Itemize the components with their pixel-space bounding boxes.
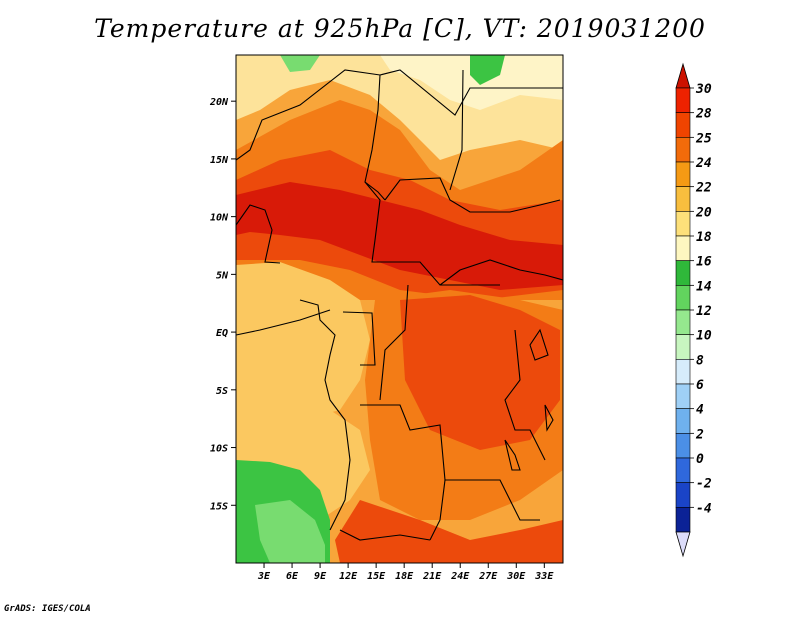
colorbar-segment <box>675 408 691 434</box>
colorbar-bottom-arrow <box>675 531 691 558</box>
lat-tick-label: 5S <box>216 386 228 397</box>
colorbar-label: 25 <box>695 131 712 146</box>
lon-tick-label: 6E <box>286 571 299 582</box>
colorbar-segment <box>675 87 691 113</box>
colorbar-label: 16 <box>696 255 712 270</box>
colorbar-segment <box>675 482 691 508</box>
colorbar-label: 24 <box>695 156 712 171</box>
colorbar-label: -4 <box>696 501 712 516</box>
lon-tick-label: 3E <box>257 571 271 582</box>
colorbar-segment <box>675 457 691 483</box>
lon-tick-label: 24E <box>450 571 470 582</box>
colorbar-segment <box>675 137 691 163</box>
map-title: Temperature at 925hPa [C], VT: 201903120… <box>94 14 706 43</box>
colorbar-top-arrow <box>675 62 691 89</box>
colorbar-segment <box>675 433 691 459</box>
lat-tick-label: 5N <box>216 270 229 281</box>
colorbar-label: 8 <box>696 353 704 368</box>
lon-tick-label: 9E <box>314 571 327 582</box>
colorbar-segment <box>675 235 691 261</box>
lat-tick-label: EQ <box>216 328 228 339</box>
colorbar-segment <box>675 161 691 187</box>
colorbar-segment <box>675 285 691 311</box>
colorbar-label: 14 <box>696 279 712 294</box>
colorbar-segment <box>675 211 691 237</box>
grads-credit: GrADS: IGES/COLA <box>4 604 91 614</box>
colorbar-segment <box>675 359 691 385</box>
latitude-axis: 20N 15N 10N 5N EQ 5S 10S 15S <box>209 97 236 512</box>
field-southwest-light-green <box>255 500 325 563</box>
colorbar-label: 18 <box>696 230 712 245</box>
colorbar-label: 4 <box>696 403 704 418</box>
lon-tick-label: 21E <box>422 571 442 582</box>
field-north-green-2 <box>280 55 320 72</box>
lat-tick-label: 10S <box>210 444 228 455</box>
colorbar-label: 2 <box>695 427 704 442</box>
field-west-coast-light <box>236 262 370 420</box>
colorbar-segment <box>675 260 691 286</box>
colorbar-label: 22 <box>695 181 712 196</box>
colorbar-label: 28 <box>695 107 712 122</box>
field-north-green <box>470 55 505 85</box>
lon-tick-label: 30E <box>506 571 526 582</box>
map-frame <box>235 54 564 564</box>
colorbar-segment <box>675 186 691 212</box>
lat-tick-label: 10N <box>210 213 229 224</box>
field-north-cream <box>380 55 563 110</box>
colorbar-label: 10 <box>696 329 712 344</box>
country-boundaries <box>236 69 563 541</box>
lon-tick-label: 33E <box>534 571 554 582</box>
lon-tick-label: 15E <box>367 571 386 582</box>
longitude-axis: 3E 6E 9E 12E 15E 18E 21E 24E 27E 30E 33E <box>257 563 554 582</box>
lat-tick-label: 15S <box>210 501 228 512</box>
colorbar-label: 30 <box>695 82 712 97</box>
field-south-hot <box>335 500 563 563</box>
lon-tick-label: 27E <box>478 571 498 582</box>
colorbar-label: -2 <box>696 477 712 492</box>
colorbar-label: 20 <box>695 205 712 220</box>
colorbar-label: 6 <box>696 378 704 393</box>
lat-tick-label: 20N <box>209 97 229 108</box>
colorbar-segment <box>675 383 691 409</box>
lon-tick-label: 18E <box>395 571 414 582</box>
temperature-field <box>236 55 563 563</box>
field-central-hot <box>400 295 560 450</box>
colorbar-label: 12 <box>696 304 712 319</box>
colorbar-segment <box>675 112 691 138</box>
colorbar-segment <box>675 309 691 335</box>
colorbar-label: 0 <box>696 452 704 467</box>
lon-tick-label: 12E <box>339 571 358 582</box>
lat-tick-label: 15N <box>210 155 229 166</box>
colorbar-segment <box>675 507 691 533</box>
colorbar-segment <box>675 334 691 360</box>
